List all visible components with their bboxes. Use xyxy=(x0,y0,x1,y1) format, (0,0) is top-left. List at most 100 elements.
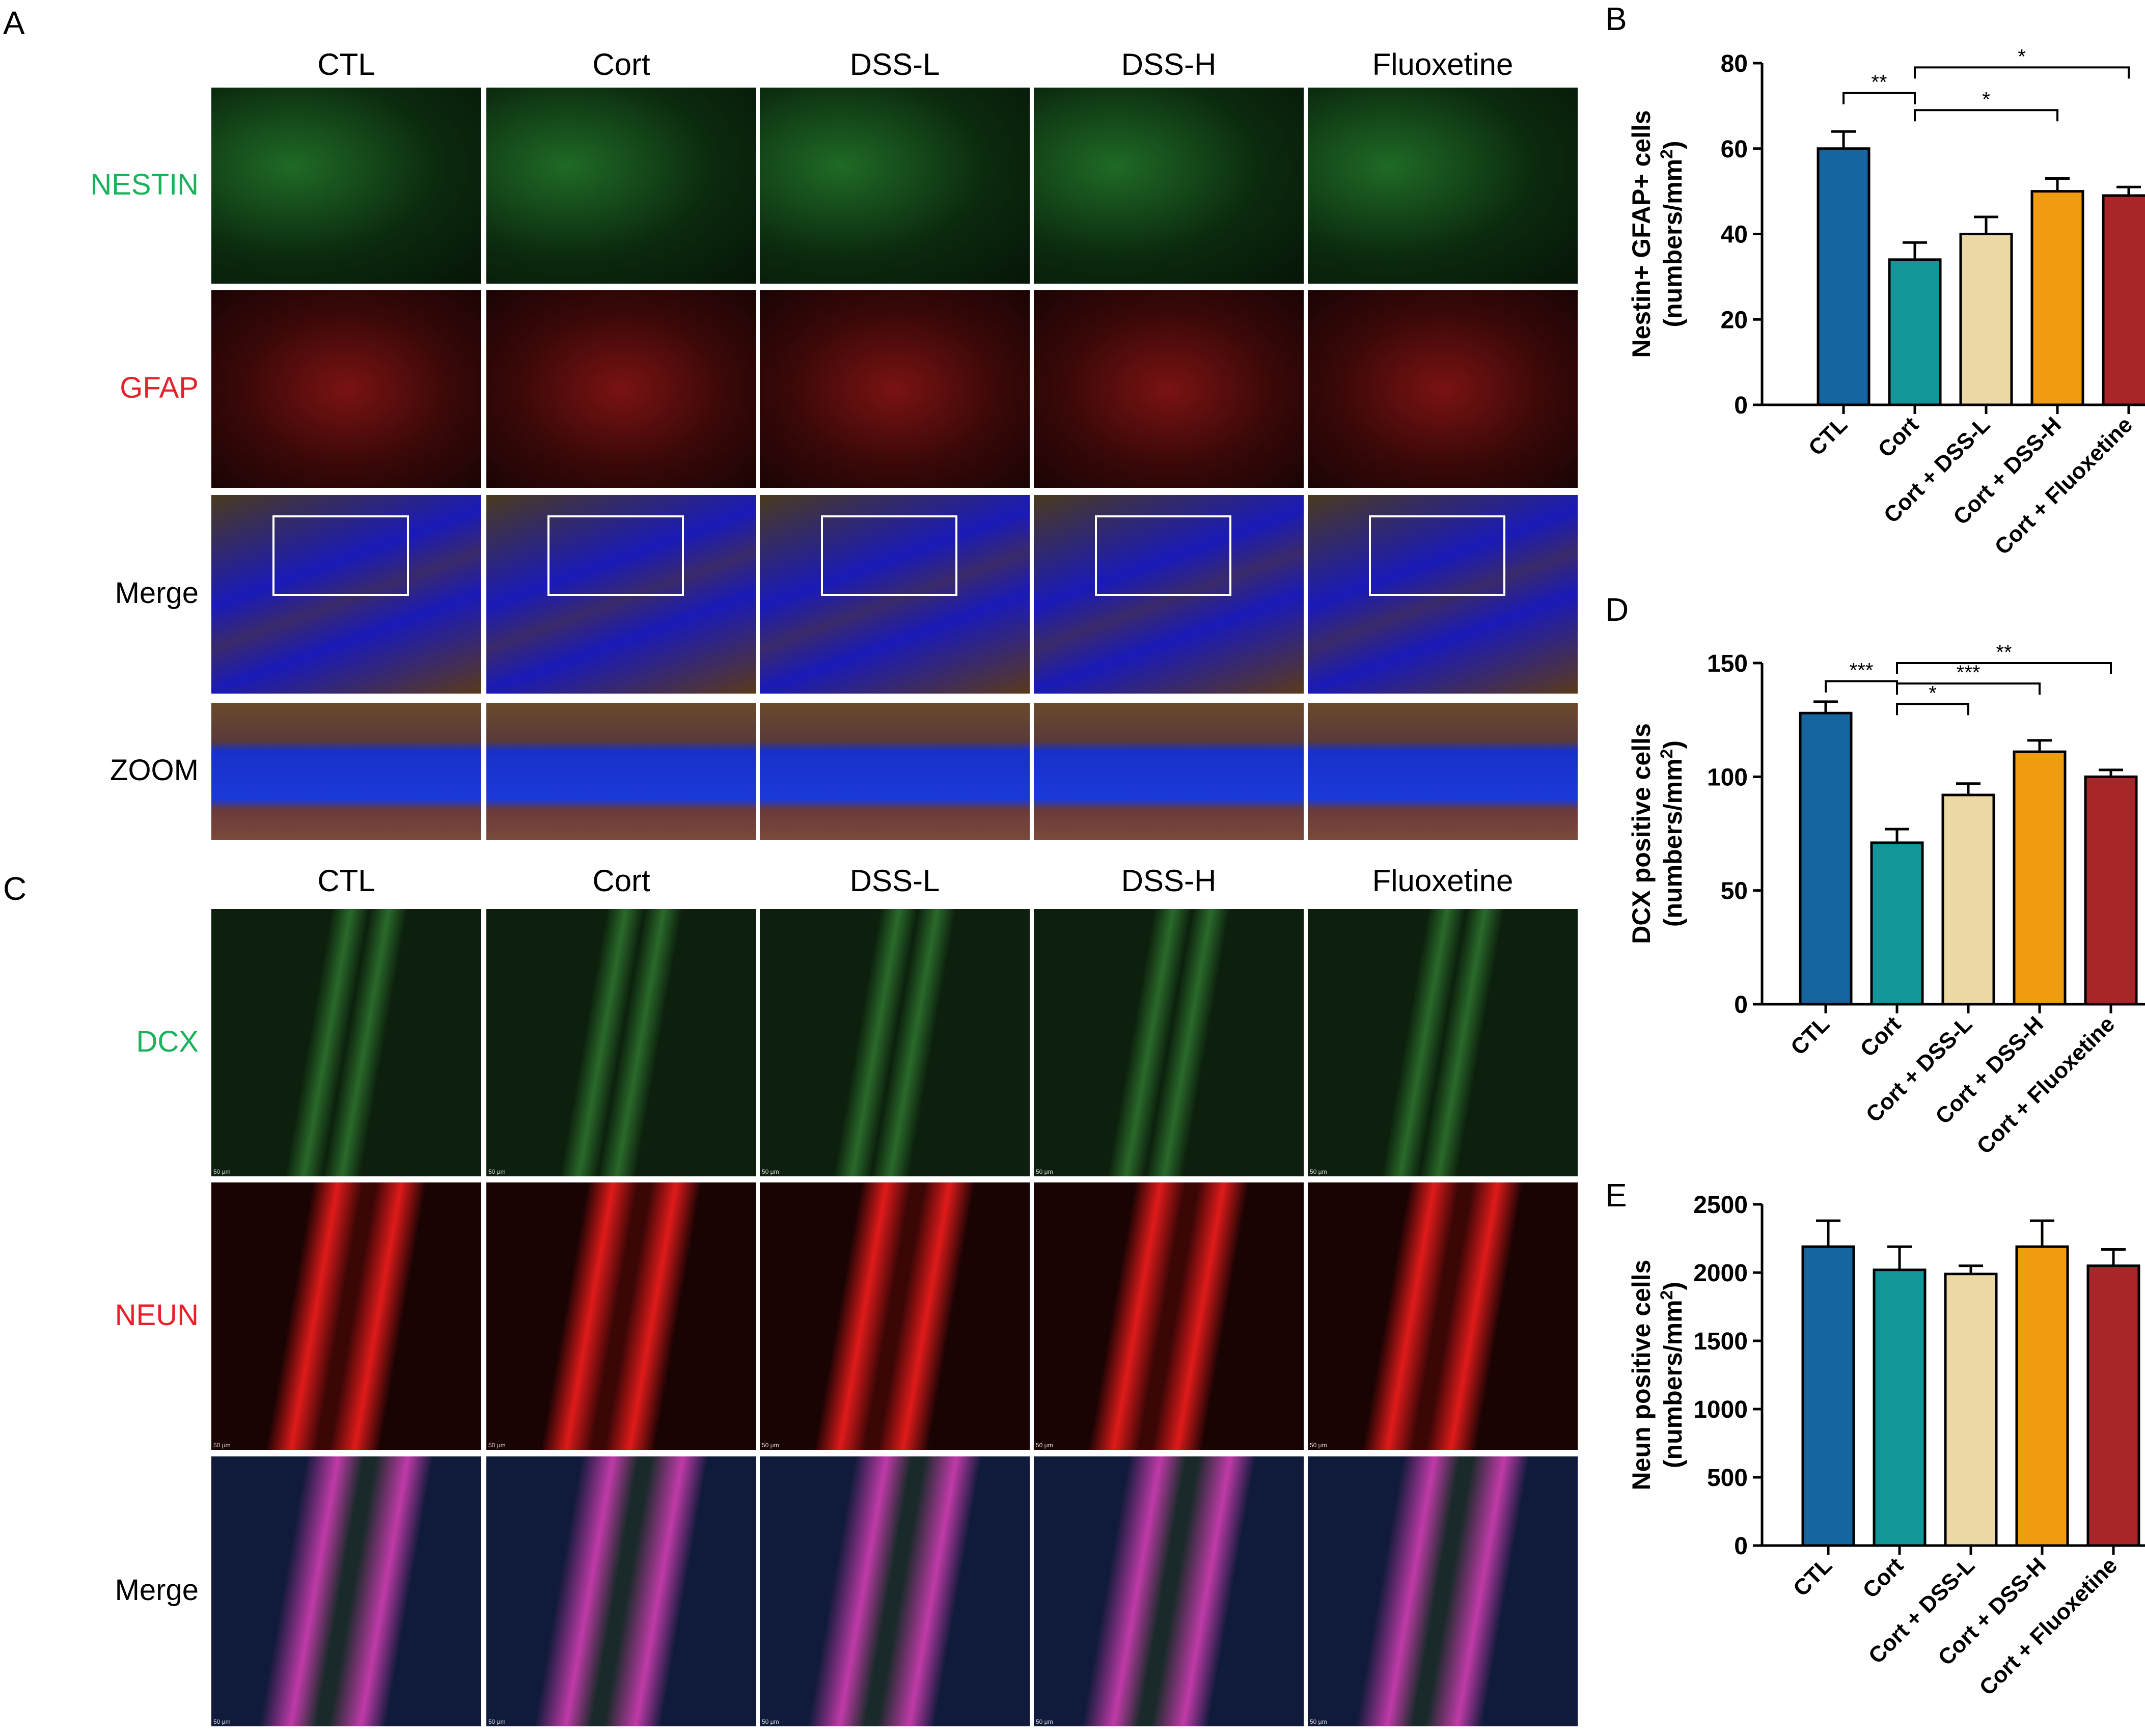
panel-c-micrograph-tile: 50 μm xyxy=(1308,1182,1578,1450)
y-axis-label-units: (numbers/mm2) xyxy=(1657,141,1687,327)
significance-label: * xyxy=(1982,88,1990,111)
panel-a-micrograph-tile xyxy=(760,703,1030,840)
x-tick-label: CTL xyxy=(1789,1553,1837,1601)
y-tick-label: 2500 xyxy=(1693,1192,1748,1219)
significance-bracket xyxy=(1825,680,1898,693)
scale-bar-label: 50 μm xyxy=(1310,1168,1327,1175)
panel-a-column-header: Cort xyxy=(592,47,650,81)
panel-a-micrograph-tile xyxy=(486,88,756,284)
y-axis-label-units: (numbers/mm2) xyxy=(1657,740,1687,927)
significance-label: *** xyxy=(1957,662,1981,684)
bar xyxy=(1941,793,1995,1006)
panel-a-micrograph-tile xyxy=(1034,290,1304,488)
panel-c-micrograph-tile: 50 μm xyxy=(1034,909,1304,1176)
bar xyxy=(1944,1273,1998,1547)
panel-letter-e: E xyxy=(1605,1177,1627,1214)
scale-bar-label: 50 μm xyxy=(1036,1442,1053,1449)
y-axis-label-units: (numbers/mm2) xyxy=(1657,1282,1687,1468)
x-tick-label: Cort xyxy=(1873,412,1923,462)
panel-letter-c: C xyxy=(3,870,27,907)
y-tick-label: 0 xyxy=(1734,1533,1748,1560)
panel-a-micrograph-tile xyxy=(1308,495,1578,694)
panel-a-row-label: ZOOM xyxy=(110,754,199,787)
panel-a-micrograph-tile xyxy=(486,495,756,694)
panel-c-micrograph-tile: 50 μm xyxy=(486,1456,756,1726)
x-tick-label: Cort xyxy=(1855,1011,1906,1062)
panel-c-micrograph-tile: 50 μm xyxy=(211,909,481,1176)
zoom-region-box xyxy=(272,515,409,596)
panel-c-micrograph-tile: 50 μm xyxy=(1034,1182,1304,1450)
panel-c-column-header: DSS-H xyxy=(1121,864,1217,898)
panel-a-micrograph-tile xyxy=(1034,88,1304,284)
panel-c-micrograph-tile: 50 μm xyxy=(486,1182,756,1450)
bar xyxy=(2102,194,2145,406)
panel-a-micrograph-tile xyxy=(211,495,481,694)
bar xyxy=(1873,1269,1927,1547)
zoom-region-box xyxy=(547,515,684,596)
y-tick-label: 20 xyxy=(1721,307,1748,334)
significance-bracket xyxy=(1914,66,2130,79)
significance-bracket xyxy=(1843,92,1916,104)
y-tick-label: 40 xyxy=(1721,222,1748,249)
y-tick-label: 500 xyxy=(1707,1465,1748,1492)
significance-label: ** xyxy=(1871,71,1887,94)
scale-bar-label: 50 μm xyxy=(213,1442,231,1449)
panel-c-column-header: DSS-L xyxy=(849,864,940,898)
panel-c-column-header: CTL xyxy=(317,864,375,898)
panel-c-row-label: Merge xyxy=(115,1574,199,1607)
bar xyxy=(2015,1245,2069,1547)
panel-a-micrograph-tile xyxy=(760,290,1030,488)
y-tick-label: 150 xyxy=(1707,650,1748,677)
scale-bar-label: 50 μm xyxy=(213,1168,231,1175)
y-axis-label: DCX positive cells xyxy=(1627,723,1656,944)
panel-a-micrograph-tile xyxy=(1034,495,1304,694)
scale-bar-label: 50 μm xyxy=(488,1168,506,1175)
significance-bracket xyxy=(1914,109,2058,122)
zoom-region-box xyxy=(1369,515,1505,596)
panel-c-micrograph-tile: 50 μm xyxy=(760,1456,1030,1726)
x-tick-label: CTL xyxy=(1804,412,1852,460)
y-axis-label: Neun positive cells xyxy=(1627,1260,1656,1491)
panel-a-column-header: DSS-L xyxy=(849,47,940,81)
significance-label: *** xyxy=(1850,659,1874,682)
panel-c-row-label: DCX xyxy=(136,1025,199,1058)
x-tick-label: Cort + Fluoxetine xyxy=(1972,1011,2120,1159)
bar xyxy=(1817,147,1871,406)
panel-letter-a: A xyxy=(3,5,25,41)
y-tick-label: 50 xyxy=(1721,878,1748,905)
panel-c-micrograph-tile: 50 μm xyxy=(1308,1456,1578,1726)
significance-label: * xyxy=(2018,45,2026,68)
zoom-region-box xyxy=(821,515,957,596)
panel-c-micrograph-tile: 50 μm xyxy=(760,909,1030,1176)
bar xyxy=(2084,775,2138,1006)
panel-a-micrograph-tile xyxy=(211,703,481,840)
y-tick-label: 1500 xyxy=(1693,1328,1748,1355)
scale-bar-label: 50 μm xyxy=(762,1718,779,1725)
scale-bar-label: 50 μm xyxy=(762,1168,779,1175)
scale-bar-label: 50 μm xyxy=(488,1718,506,1725)
panel-a-micrograph-tile xyxy=(211,88,481,284)
bar xyxy=(2013,750,2067,1006)
bar xyxy=(2086,1264,2140,1547)
x-tick-label: Cort + Fluoxetine xyxy=(1974,1553,2122,1700)
scale-bar-label: 50 μm xyxy=(1036,1718,1053,1725)
scale-bar-label: 50 μm xyxy=(488,1442,506,1449)
panel-a-micrograph-tile xyxy=(486,703,756,840)
significance-bracket xyxy=(1896,682,2041,695)
scale-bar-label: 50 μm xyxy=(1036,1168,1053,1175)
scale-bar-label: 50 μm xyxy=(1310,1442,1327,1449)
panel-a-micrograph-tile xyxy=(1308,290,1578,488)
bar xyxy=(1888,258,1942,406)
panel-letter-d: D xyxy=(1605,591,1629,628)
panel-a-micrograph-tile xyxy=(1034,703,1304,840)
zoom-region-box xyxy=(1095,515,1231,596)
panel-a-row-label: NESTIN xyxy=(90,168,199,201)
bar xyxy=(1959,233,2013,406)
scale-bar-label: 50 μm xyxy=(762,1442,779,1449)
y-tick-label: 2000 xyxy=(1693,1260,1748,1287)
panel-c-micrograph-tile: 50 μm xyxy=(211,1182,481,1450)
x-tick-label: Cort + Fluoxetine xyxy=(1990,412,2137,560)
significance-bracket xyxy=(1896,662,2112,674)
